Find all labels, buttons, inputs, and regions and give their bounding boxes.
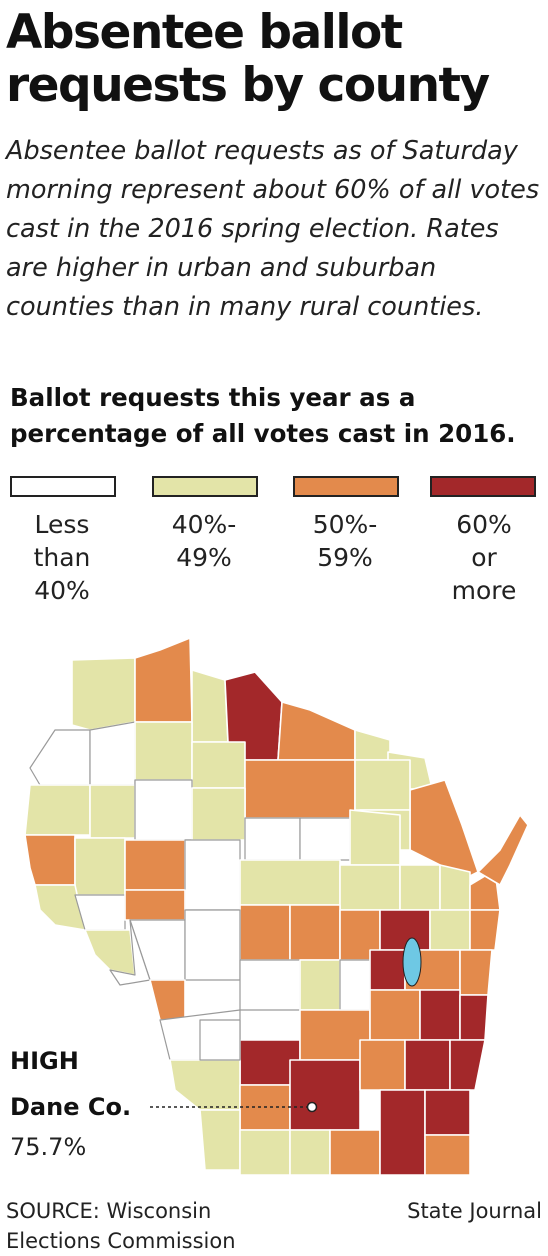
county-walworth (379, 1089, 426, 1176)
county-green (289, 1129, 331, 1176)
legend-label-50-59: 50%- 59% (312, 510, 378, 572)
lake-winnebago (402, 937, 422, 987)
county-sawyer (134, 721, 193, 781)
county-sheboygan (459, 949, 493, 996)
county-price (191, 741, 246, 789)
county-douglas (71, 657, 136, 731)
legend-label-60-or-more: 60% or more (451, 510, 517, 605)
county-milwaukee (449, 1039, 486, 1091)
legend-title: Ballot requests this year as a percentag… (10, 383, 516, 448)
county-kenosha (424, 1134, 471, 1176)
page-subtitle: Absentee ballot requests as of Saturday … (6, 136, 540, 322)
county-marathon (239, 859, 341, 906)
legend-label-40-49: 40%- 49% (171, 510, 237, 572)
callout-county: Dane Co. (10, 1093, 132, 1121)
page-title: Absentee ballot requests by county (6, 5, 490, 113)
county-eau-claire (124, 889, 186, 921)
callout-label: HIGH (10, 1047, 79, 1075)
county-marquette (339, 959, 371, 1011)
county-la-crosse (149, 979, 186, 1021)
county-lincoln (244, 817, 301, 861)
county-washburn (89, 721, 136, 786)
county-st-croix (24, 834, 76, 886)
county-langlade (354, 759, 411, 811)
county-oneida (244, 759, 356, 819)
callout-value: 75.7% (10, 1133, 87, 1161)
county-grant (199, 1109, 241, 1171)
county-racine (424, 1089, 471, 1136)
county-bayfield (134, 637, 193, 723)
county-rock (329, 1129, 381, 1176)
county-polk (24, 784, 91, 836)
county-dunn (74, 837, 126, 896)
county-jefferson (359, 1039, 406, 1091)
credit-note: State Journal (407, 1199, 542, 1223)
county-florence (354, 729, 391, 761)
county-adams (299, 959, 341, 1011)
legend-swatch-40-49 (152, 476, 258, 497)
county-taylor (191, 787, 246, 841)
county-winnebago (379, 909, 431, 951)
county-menominee (299, 817, 351, 861)
wisconsin-county-map (24, 637, 529, 1176)
county-pierce (34, 884, 86, 931)
county-crawford (169, 1059, 241, 1111)
county-rusk (134, 779, 193, 841)
county-trempealeau (109, 919, 151, 986)
source-note: SOURCE: Wisconsin Elections Commission (6, 1199, 236, 1253)
county-dodge (369, 989, 421, 1041)
county-green-lake (369, 949, 406, 991)
county-manitowoc (469, 909, 501, 951)
callout-marker (306, 1101, 318, 1113)
county-portage (289, 904, 341, 961)
county-waukesha (404, 1039, 451, 1091)
county-lafayette (239, 1129, 291, 1176)
legend-swatch-50-59 (293, 476, 399, 497)
county-chippewa (124, 839, 186, 891)
county-calumet (429, 909, 471, 951)
county-buffalo (84, 929, 136, 976)
county-waupaca (339, 864, 401, 911)
county-ashland (191, 669, 229, 743)
county-burnett (29, 729, 91, 786)
county-brown (439, 864, 471, 911)
county-outagamie (399, 864, 441, 911)
legend-swatch-60-or-more (430, 476, 536, 497)
county-juneau (239, 959, 301, 1011)
county-monroe (184, 909, 241, 981)
county-clark (184, 839, 241, 911)
county-dane (289, 1059, 361, 1131)
county-shawano (349, 809, 401, 866)
county-ozaukee (459, 994, 489, 1041)
county-richland (199, 1019, 241, 1061)
county-wood (239, 904, 291, 961)
county-door (477, 814, 529, 886)
legend-label-less-than-40: Less than 40% (33, 510, 91, 605)
county-washington (419, 989, 461, 1041)
county-barron (89, 784, 136, 839)
county-vilas (277, 701, 356, 761)
legend-swatch-less-than-40 (10, 476, 116, 497)
